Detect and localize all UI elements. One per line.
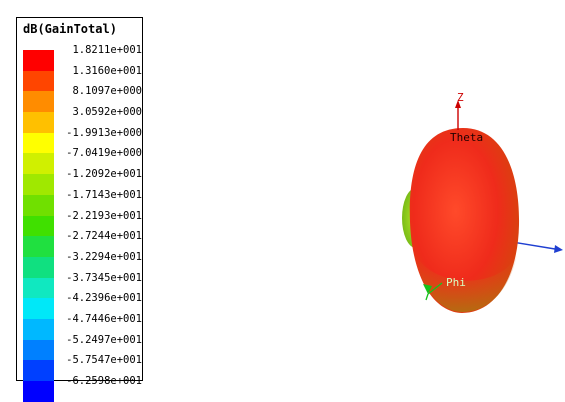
- legend-swatch: [23, 91, 54, 113]
- legend-value: -5.2497e+001: [66, 333, 142, 346]
- legend-value: 3.0592e+000: [72, 106, 142, 119]
- legend-swatch: [23, 318, 54, 340]
- legend-value: -4.7446e+001: [66, 312, 142, 325]
- phi-axis-arrow-icon: [423, 284, 432, 294]
- legend-value: -6.2598e+001: [66, 375, 142, 387]
- legend-swatch: [23, 194, 54, 216]
- legend-value: 1.8211e+001: [72, 44, 142, 56]
- phi-axis-line-2: [425, 293, 429, 301]
- legend-swatch: [23, 70, 54, 92]
- phi-label: Phi: [446, 276, 466, 289]
- legend-swatch: [23, 256, 54, 278]
- legend-value: -3.7345e+001: [66, 271, 142, 284]
- legend-swatch: [23, 298, 54, 319]
- x-axis-arrow-icon: [554, 245, 563, 253]
- legend-swatch: [23, 215, 54, 237]
- legend-value: -5.7547e+001: [66, 354, 142, 367]
- legend-swatch: [23, 153, 54, 175]
- legend-swatch: [23, 236, 54, 257]
- legend-value: 1.3160e+001: [72, 64, 142, 77]
- z-axis-label: Z: [457, 91, 464, 104]
- legend-panel: dB(GainTotal) 1.8211e+001 1.3160e+001 8.10…: [16, 17, 143, 402]
- legend-swatch: [23, 174, 54, 195]
- legend-swatch: [23, 339, 54, 361]
- radiation-pattern-3d-view[interactable]: Z Theta Phi: [0, 0, 565, 388]
- legend-value: -7.0419e+000: [66, 147, 142, 160]
- legend-swatch: [23, 277, 54, 299]
- theta-label: Theta: [450, 131, 483, 144]
- legend-swatch: [23, 132, 54, 154]
- phi-axis-line: [427, 282, 443, 295]
- legend-value: -1.2092e+001: [66, 168, 142, 181]
- legend-value: -2.2193e+001: [66, 209, 142, 222]
- legend-value: -2.7244e+001: [66, 230, 142, 243]
- main-lobe: [409, 128, 520, 313]
- main-lobe-shade: [413, 250, 517, 312]
- legend-swatch: [23, 112, 54, 133]
- legend-value: -1.9913e+000: [66, 126, 142, 139]
- legend-color-scale: [23, 50, 54, 402]
- legend-value: 8.1097e+000: [72, 85, 142, 98]
- legend-value: -1.7143e+001: [66, 188, 142, 201]
- legend-title: dB(GainTotal): [23, 22, 117, 36]
- z-axis-arrow-icon: [455, 100, 461, 108]
- legend-value-labels: 1.8211e+001 1.3160e+001 8.1097e+000 3.0592e…: [62, 40, 142, 392]
- legend-swatch: [23, 50, 54, 71]
- legend-value: -3.2294e+001: [66, 250, 142, 263]
- legend-value: -4.2396e+001: [66, 292, 142, 305]
- legend-swatch: [23, 360, 54, 381]
